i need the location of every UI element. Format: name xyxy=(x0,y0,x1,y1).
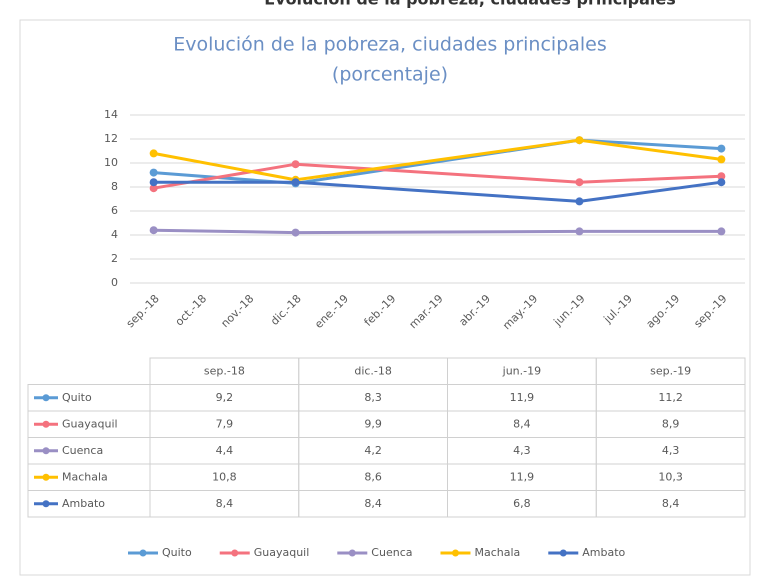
table-value: 8,4 xyxy=(216,497,234,510)
series-line xyxy=(153,228,722,235)
legend-label: Cuenca xyxy=(371,546,412,559)
figure-caption: Evolución de la pobreza, ciudades princi… xyxy=(264,0,676,9)
legend-marker xyxy=(139,549,147,557)
point xyxy=(717,227,726,236)
legend-label: Ambato xyxy=(582,546,625,559)
legend-marker xyxy=(451,549,459,557)
point xyxy=(291,228,300,237)
chart-title: Evolución de la pobreza, ciudades princi… xyxy=(173,34,607,56)
legend-label: Guayaquil xyxy=(254,546,310,559)
table-value: 8,4 xyxy=(662,497,680,510)
table-value: 6,8 xyxy=(513,497,531,510)
table-value: 10,8 xyxy=(212,470,237,483)
point xyxy=(575,197,584,206)
legend-marker xyxy=(42,447,50,455)
legend-label: Quito xyxy=(162,546,192,559)
y-tick-label: 10 xyxy=(104,156,118,169)
y-tick-label: 0 xyxy=(111,276,118,289)
table-cell xyxy=(595,490,746,518)
table-value: 8,3 xyxy=(364,391,382,404)
point xyxy=(575,178,584,187)
table-value: 10,3 xyxy=(658,470,683,483)
table-value: 4,3 xyxy=(662,444,680,457)
point xyxy=(291,178,300,187)
table-row-label: Cuenca xyxy=(62,444,103,457)
point xyxy=(717,178,726,187)
table-value: 8,4 xyxy=(364,497,382,510)
table-row-label: Quito xyxy=(62,391,92,404)
point xyxy=(575,227,584,236)
table-value: 11,2 xyxy=(658,391,683,404)
table-row-label: Ambato xyxy=(62,497,105,510)
legend-marker xyxy=(42,420,50,428)
table-row-label: Guayaquil xyxy=(62,417,118,430)
table-header: sep.-18 xyxy=(204,364,245,377)
point xyxy=(717,144,726,153)
point xyxy=(149,168,158,177)
table-value: 4,4 xyxy=(216,444,234,457)
point xyxy=(717,155,726,164)
point xyxy=(575,136,584,145)
point xyxy=(149,178,158,187)
table-value: 8,9 xyxy=(662,417,680,430)
table-value: 4,3 xyxy=(513,444,531,457)
legend-marker xyxy=(559,549,567,557)
point xyxy=(149,184,158,193)
chart-frame xyxy=(19,19,751,576)
point xyxy=(717,172,726,181)
series-line xyxy=(153,162,722,190)
table-value: 9,9 xyxy=(364,417,382,430)
table-value: 7,9 xyxy=(216,417,234,430)
legend-marker xyxy=(42,500,50,508)
legend-marker xyxy=(231,549,239,557)
legend-marker xyxy=(348,549,356,557)
table-value: 11,9 xyxy=(510,470,535,483)
series-line xyxy=(153,138,722,185)
chart-subtitle: (porcentaje) xyxy=(332,64,448,86)
y-tick-label: 2 xyxy=(111,252,118,265)
table-header: jun.-19 xyxy=(502,364,541,377)
table-header: dic.-18 xyxy=(354,364,392,377)
table-row-label: Machala xyxy=(62,470,108,483)
y-tick-label: 14 xyxy=(104,108,118,121)
legend-marker xyxy=(42,394,50,402)
table-value: 8,4 xyxy=(513,417,531,430)
legend-label: Machala xyxy=(474,546,520,559)
y-tick-label: 12 xyxy=(104,132,118,145)
table-header: sep.-19 xyxy=(650,364,691,377)
point xyxy=(149,226,158,235)
point xyxy=(291,160,300,169)
y-tick-label: 4 xyxy=(111,228,118,241)
table-value: 8,6 xyxy=(364,470,382,483)
y-tick-label: 6 xyxy=(111,204,118,217)
table-value: 4,2 xyxy=(364,444,382,457)
series-line xyxy=(153,138,722,182)
y-tick-label: 8 xyxy=(111,180,118,193)
legend-marker xyxy=(42,473,50,481)
table-value: 11,9 xyxy=(510,391,535,404)
table-value: 9,2 xyxy=(216,391,234,404)
series-line xyxy=(153,180,722,203)
point xyxy=(149,149,158,158)
